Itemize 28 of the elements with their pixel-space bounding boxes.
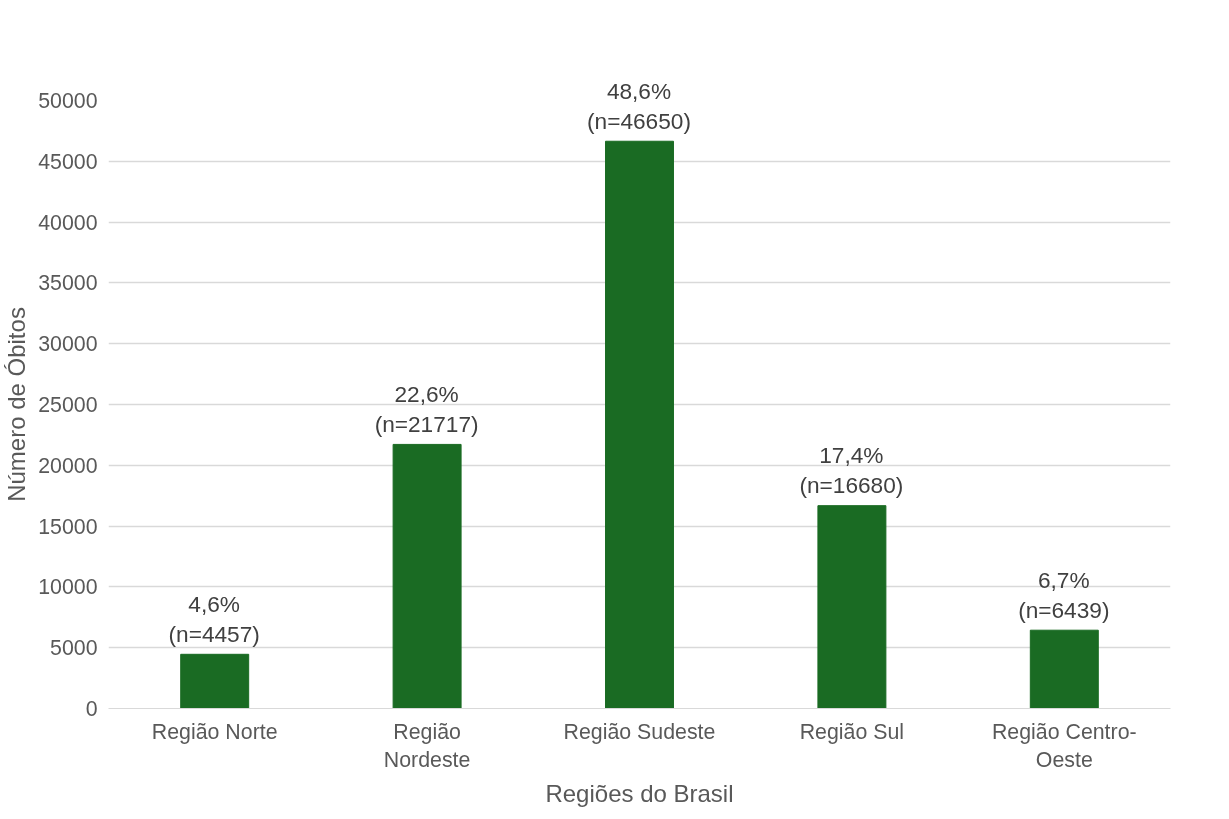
x-tick-label: Região Nordeste bbox=[383, 719, 471, 773]
bar bbox=[605, 140, 674, 709]
y-tick-label: 5000 bbox=[50, 636, 98, 661]
x-tick-label: Região Sudeste bbox=[563, 719, 716, 744]
y-tick-label: 40000 bbox=[38, 210, 98, 235]
bar bbox=[817, 505, 887, 709]
data-label: 4,6% (n=4457) bbox=[168, 590, 260, 648]
data-label: 48,6% (n=46650) bbox=[587, 77, 691, 135]
y-tick-label: 0 bbox=[85, 697, 98, 721]
y-tick-label: 15000 bbox=[38, 514, 98, 539]
x-axis-title: Regiões do Brasil bbox=[545, 780, 734, 808]
x-tick-label: Região Norte bbox=[151, 719, 278, 744]
bar bbox=[392, 443, 462, 709]
y-tick-label: 20000 bbox=[38, 453, 98, 478]
x-tick-label: Região Sul bbox=[799, 719, 905, 744]
y-tick-label: 10000 bbox=[38, 575, 98, 600]
y-tick-label: 35000 bbox=[38, 271, 98, 296]
bar bbox=[180, 653, 250, 709]
data-label: 17,4% (n=16680) bbox=[799, 442, 904, 500]
data-label: 6,7% (n=6439) bbox=[1018, 566, 1110, 624]
y-tick-label: 30000 bbox=[38, 332, 98, 357]
bar bbox=[1029, 629, 1099, 709]
y-tick-label: 50000 bbox=[38, 89, 98, 113]
y-tick-label: 45000 bbox=[38, 149, 98, 174]
y-axis-title: Número de Óbitos bbox=[3, 307, 31, 502]
data-label: 22,6% (n=21717) bbox=[374, 380, 479, 438]
y-tick-label: 25000 bbox=[38, 393, 98, 417]
x-tick-label: Região Centro-Oeste bbox=[991, 719, 1137, 773]
